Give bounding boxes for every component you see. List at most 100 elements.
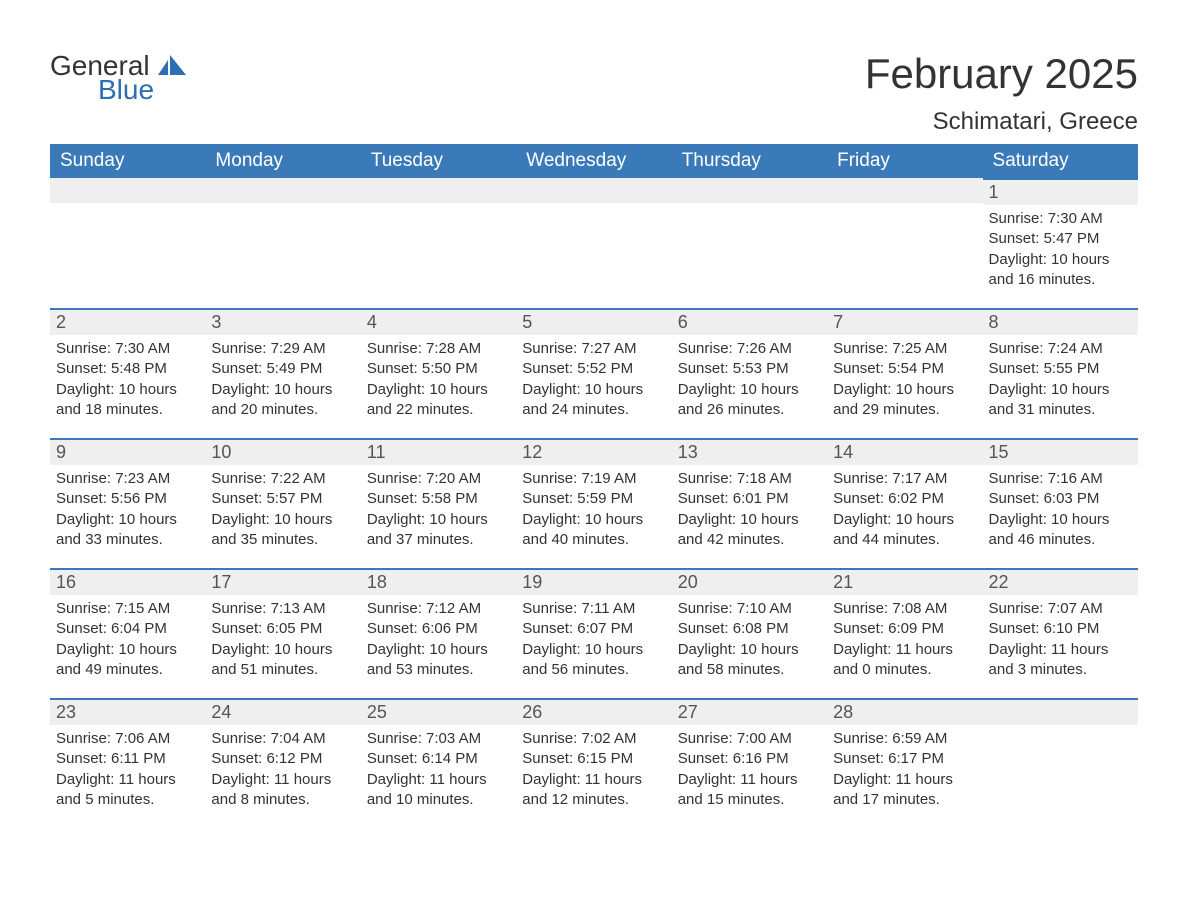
day-content: Sunrise: 7:17 AMSunset: 6:02 PMDaylight:… (827, 465, 982, 554)
daylight-text: Daylight: 10 hours and 58 minutes. (678, 640, 821, 681)
weekday-header: Thursday (672, 144, 827, 178)
day-content: Sunrise: 7:29 AMSunset: 5:49 PMDaylight:… (205, 335, 360, 424)
day-content: Sunrise: 7:22 AMSunset: 5:57 PMDaylight:… (205, 465, 360, 554)
sunset-text: Sunset: 5:56 PM (56, 489, 199, 509)
title-block: February 2025 Schimatari, Greece (865, 50, 1138, 136)
sunset-text: Sunset: 6:07 PM (522, 619, 665, 639)
daylight-text: Daylight: 10 hours and 16 minutes. (989, 250, 1132, 291)
sunrise-text: Sunrise: 7:17 AM (833, 469, 976, 489)
day-number: 2 (50, 308, 205, 335)
day-content: Sunrise: 6:59 AMSunset: 6:17 PMDaylight:… (827, 725, 982, 814)
calendar-cell: 14Sunrise: 7:17 AMSunset: 6:02 PMDayligh… (827, 438, 982, 568)
day-number: 20 (672, 568, 827, 595)
daylight-text: Daylight: 10 hours and 40 minutes. (522, 510, 665, 551)
day-content: Sunrise: 7:04 AMSunset: 6:12 PMDaylight:… (205, 725, 360, 814)
day-content: Sunrise: 7:24 AMSunset: 5:55 PMDaylight:… (983, 335, 1138, 424)
day-content: Sunrise: 7:13 AMSunset: 6:05 PMDaylight:… (205, 595, 360, 684)
day-content: Sunrise: 7:06 AMSunset: 6:11 PMDaylight:… (50, 725, 205, 814)
sunset-text: Sunset: 5:54 PM (833, 359, 976, 379)
sunrise-text: Sunrise: 7:20 AM (367, 469, 510, 489)
daylight-text: Daylight: 11 hours and 12 minutes. (522, 770, 665, 811)
weekday-header: Sunday (50, 144, 205, 178)
header: General Blue February 2025 Schimatari, G… (50, 50, 1138, 136)
day-content: Sunrise: 7:20 AMSunset: 5:58 PMDaylight:… (361, 465, 516, 554)
sunrise-text: Sunrise: 7:30 AM (989, 209, 1132, 229)
day-content: Sunrise: 7:26 AMSunset: 5:53 PMDaylight:… (672, 335, 827, 424)
calendar-cell: 27Sunrise: 7:00 AMSunset: 6:16 PMDayligh… (672, 698, 827, 828)
calendar-cell: 22Sunrise: 7:07 AMSunset: 6:10 PMDayligh… (983, 568, 1138, 698)
calendar-week-row: 1Sunrise: 7:30 AMSunset: 5:47 PMDaylight… (50, 178, 1138, 308)
calendar-body: 1Sunrise: 7:30 AMSunset: 5:47 PMDaylight… (50, 178, 1138, 828)
sunset-text: Sunset: 5:55 PM (989, 359, 1132, 379)
empty-day-marker (361, 178, 516, 203)
day-content: Sunrise: 7:11 AMSunset: 6:07 PMDaylight:… (516, 595, 671, 684)
day-number: 9 (50, 438, 205, 465)
calendar-cell: 7Sunrise: 7:25 AMSunset: 5:54 PMDaylight… (827, 308, 982, 438)
sunset-text: Sunset: 6:15 PM (522, 749, 665, 769)
calendar-cell: 1Sunrise: 7:30 AMSunset: 5:47 PMDaylight… (983, 178, 1138, 308)
day-number: 26 (516, 698, 671, 725)
sunset-text: Sunset: 5:58 PM (367, 489, 510, 509)
calendar-cell (983, 698, 1138, 828)
daylight-text: Daylight: 10 hours and 56 minutes. (522, 640, 665, 681)
empty-day-marker (50, 178, 205, 203)
day-number: 17 (205, 568, 360, 595)
calendar-cell: 28Sunrise: 6:59 AMSunset: 6:17 PMDayligh… (827, 698, 982, 828)
calendar-cell (205, 178, 360, 308)
day-number: 25 (361, 698, 516, 725)
day-content: Sunrise: 7:19 AMSunset: 5:59 PMDaylight:… (516, 465, 671, 554)
sunset-text: Sunset: 5:50 PM (367, 359, 510, 379)
day-number: 4 (361, 308, 516, 335)
daylight-text: Daylight: 10 hours and 29 minutes. (833, 380, 976, 421)
sunset-text: Sunset: 6:06 PM (367, 619, 510, 639)
calendar-cell: 6Sunrise: 7:26 AMSunset: 5:53 PMDaylight… (672, 308, 827, 438)
weekday-header: Friday (827, 144, 982, 178)
calendar-week-row: 2Sunrise: 7:30 AMSunset: 5:48 PMDaylight… (50, 308, 1138, 438)
sunset-text: Sunset: 6:03 PM (989, 489, 1132, 509)
calendar-cell: 8Sunrise: 7:24 AMSunset: 5:55 PMDaylight… (983, 308, 1138, 438)
day-content: Sunrise: 7:10 AMSunset: 6:08 PMDaylight:… (672, 595, 827, 684)
sunrise-text: Sunrise: 7:27 AM (522, 339, 665, 359)
calendar-cell (827, 178, 982, 308)
weekday-header: Saturday (983, 144, 1138, 178)
daylight-text: Daylight: 10 hours and 22 minutes. (367, 380, 510, 421)
sunset-text: Sunset: 5:59 PM (522, 489, 665, 509)
day-number: 1 (983, 178, 1138, 205)
month-title: February 2025 (865, 50, 1138, 98)
logo: General Blue (50, 50, 186, 106)
day-number: 18 (361, 568, 516, 595)
sunrise-text: Sunrise: 7:02 AM (522, 729, 665, 749)
day-number: 23 (50, 698, 205, 725)
daylight-text: Daylight: 10 hours and 46 minutes. (989, 510, 1132, 551)
sunset-text: Sunset: 6:17 PM (833, 749, 976, 769)
sunrise-text: Sunrise: 7:12 AM (367, 599, 510, 619)
day-number: 14 (827, 438, 982, 465)
calendar-cell: 4Sunrise: 7:28 AMSunset: 5:50 PMDaylight… (361, 308, 516, 438)
calendar-table: Sunday Monday Tuesday Wednesday Thursday… (50, 144, 1138, 828)
day-content: Sunrise: 7:27 AMSunset: 5:52 PMDaylight:… (516, 335, 671, 424)
daylight-text: Daylight: 10 hours and 49 minutes. (56, 640, 199, 681)
day-content: Sunrise: 7:00 AMSunset: 6:16 PMDaylight:… (672, 725, 827, 814)
weekday-header: Monday (205, 144, 360, 178)
calendar-cell: 13Sunrise: 7:18 AMSunset: 6:01 PMDayligh… (672, 438, 827, 568)
sunrise-text: Sunrise: 7:16 AM (989, 469, 1132, 489)
calendar-cell: 21Sunrise: 7:08 AMSunset: 6:09 PMDayligh… (827, 568, 982, 698)
day-content: Sunrise: 7:16 AMSunset: 6:03 PMDaylight:… (983, 465, 1138, 554)
calendar-cell: 17Sunrise: 7:13 AMSunset: 6:05 PMDayligh… (205, 568, 360, 698)
day-content: Sunrise: 7:30 AMSunset: 5:47 PMDaylight:… (983, 205, 1138, 294)
day-content: Sunrise: 7:08 AMSunset: 6:09 PMDaylight:… (827, 595, 982, 684)
day-content: Sunrise: 7:07 AMSunset: 6:10 PMDaylight:… (983, 595, 1138, 684)
daylight-text: Daylight: 11 hours and 3 minutes. (989, 640, 1132, 681)
calendar-cell (361, 178, 516, 308)
day-content: Sunrise: 7:15 AMSunset: 6:04 PMDaylight:… (50, 595, 205, 684)
daylight-text: Daylight: 10 hours and 51 minutes. (211, 640, 354, 681)
calendar-week-row: 23Sunrise: 7:06 AMSunset: 6:11 PMDayligh… (50, 698, 1138, 828)
sunrise-text: Sunrise: 7:26 AM (678, 339, 821, 359)
day-content: Sunrise: 7:02 AMSunset: 6:15 PMDaylight:… (516, 725, 671, 814)
sunset-text: Sunset: 6:14 PM (367, 749, 510, 769)
sunrise-text: Sunrise: 7:24 AM (989, 339, 1132, 359)
location: Schimatari, Greece (865, 108, 1138, 136)
weekday-header: Tuesday (361, 144, 516, 178)
calendar-cell (516, 178, 671, 308)
calendar-cell: 5Sunrise: 7:27 AMSunset: 5:52 PMDaylight… (516, 308, 671, 438)
